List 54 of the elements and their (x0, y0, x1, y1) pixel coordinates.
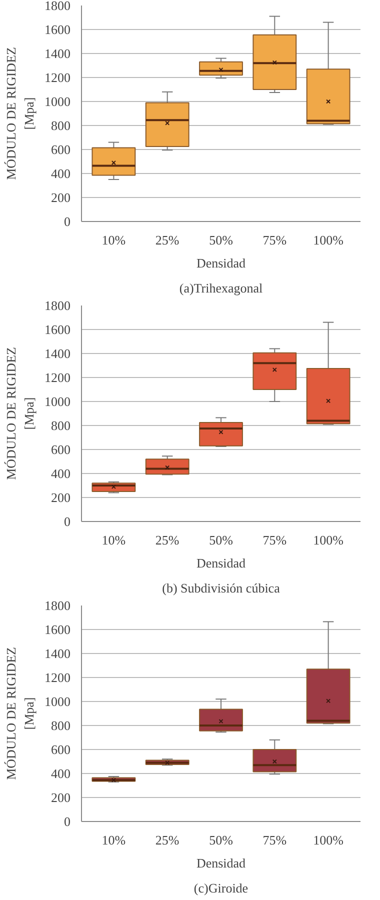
y-tick-label: 1400 (44, 646, 70, 661)
y-tick-label: 1000 (44, 94, 70, 109)
x-tick-label: 10% (102, 532, 126, 548)
y-axis-title: MÓDULO DE RIGIDEZ [Mpa] (4, 47, 36, 180)
y-tick-label: 600 (51, 142, 70, 157)
x-tick-label: 50% (209, 232, 234, 248)
x-axis-title: Densidad (196, 556, 246, 570)
y-tick-label: 1400 (44, 46, 70, 61)
y-tick-label: 1000 (44, 394, 70, 409)
x-tick-label: 10% (102, 832, 126, 848)
y-tick-label: 1800 (44, 0, 70, 13)
y-tick-label: 600 (51, 442, 70, 457)
y-tick-label: 200 (51, 190, 70, 205)
y-tick-label: 400 (51, 766, 70, 781)
x-tick-label: 75% (262, 532, 287, 548)
y-axis-title: MÓDULO DE RIGIDEZ [Mpa] (4, 647, 36, 780)
y-tick-label: 400 (51, 466, 70, 481)
y-tick-label: 1000 (44, 694, 70, 709)
x-tick-label: 50% (209, 532, 234, 548)
y-tick-label: 800 (51, 118, 70, 133)
x-axis-title: Densidad (196, 256, 246, 270)
text: (a)Trihexagonal (179, 280, 264, 296)
x-tick-label: 100% (313, 532, 344, 548)
y-tick-label: 1800 (44, 598, 70, 613)
y-tick-label: 1200 (44, 670, 70, 685)
y-tick-label: 200 (51, 790, 70, 805)
y-tick-label: 800 (51, 718, 70, 733)
y-tick-label: 0 (64, 814, 70, 829)
y-tick-label: 400 (51, 166, 70, 181)
y-tick-label: 1600 (44, 22, 70, 37)
y-tick-label: 0 (64, 514, 70, 529)
y-tick-label: 0 (64, 214, 70, 229)
y-tick-label: 1800 (44, 298, 70, 313)
x-tick-label: 25% (155, 832, 180, 848)
y-tick-label: 600 (51, 742, 70, 757)
y-tick-label: 1600 (44, 622, 70, 637)
y-tick-label: 1200 (44, 370, 70, 385)
y-tick-label: 1600 (44, 322, 70, 337)
x-tick-label: 100% (313, 832, 344, 848)
x-tick-label: 10% (102, 232, 126, 248)
x-tick-label: 25% (155, 232, 180, 248)
x-tick-label: 100% (313, 232, 344, 248)
text: (b) Subdivisión cúbica (162, 580, 280, 596)
x-tick-label: 50% (209, 832, 234, 848)
y-tick-label: 200 (51, 490, 70, 505)
x-axis-title: Densidad (196, 856, 246, 870)
text: (c)Giroide (194, 880, 248, 896)
x-tick-label: 75% (262, 832, 287, 848)
y-tick-label: 1400 (44, 346, 70, 361)
x-tick-label: 25% (155, 532, 180, 548)
y-tick-label: 1200 (44, 70, 70, 85)
y-tick-label: 800 (51, 418, 70, 433)
y-axis-title: MÓDULO DE RIGIDEZ [Mpa] (4, 347, 36, 480)
x-tick-label: 75% (262, 232, 287, 248)
